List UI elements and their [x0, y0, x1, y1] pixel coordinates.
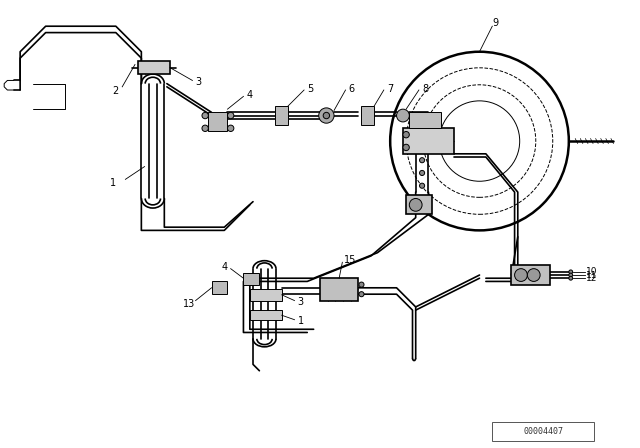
Circle shape [227, 112, 234, 119]
Circle shape [397, 109, 410, 122]
Circle shape [202, 125, 209, 131]
Text: 2: 2 [113, 86, 119, 96]
Bar [250, 310, 282, 320]
Circle shape [359, 282, 364, 287]
Text: 3: 3 [298, 297, 304, 307]
Circle shape [319, 108, 334, 123]
Circle shape [410, 198, 422, 211]
Text: 13: 13 [183, 299, 195, 309]
Circle shape [569, 276, 573, 280]
Text: 15: 15 [344, 255, 356, 265]
Text: 8: 8 [422, 84, 428, 94]
Bar [250, 289, 282, 301]
Bar [275, 106, 288, 125]
Bar [511, 266, 550, 284]
Text: 10: 10 [586, 267, 598, 276]
Text: 9: 9 [492, 18, 499, 28]
Bar [403, 128, 454, 154]
Circle shape [420, 170, 424, 176]
Bar [243, 273, 259, 284]
Circle shape [202, 112, 209, 119]
Circle shape [569, 273, 573, 277]
Text: 3: 3 [196, 78, 202, 87]
Circle shape [569, 270, 573, 274]
Bar [212, 281, 227, 294]
Circle shape [420, 158, 424, 163]
Circle shape [515, 269, 527, 281]
Circle shape [359, 292, 364, 297]
Circle shape [403, 144, 410, 151]
Text: 1: 1 [109, 177, 116, 188]
Text: 7: 7 [387, 84, 393, 94]
Bar [362, 106, 374, 125]
Text: 11: 11 [586, 271, 598, 280]
Bar [209, 112, 227, 131]
Bar [138, 61, 170, 74]
Text: 00004407: 00004407 [524, 427, 563, 436]
Bar [492, 422, 595, 441]
Circle shape [420, 183, 424, 188]
Circle shape [227, 125, 234, 131]
Circle shape [527, 269, 540, 281]
Circle shape [323, 112, 330, 119]
Text: 1: 1 [298, 316, 304, 326]
Text: 6: 6 [349, 84, 355, 94]
Circle shape [403, 131, 410, 138]
Bar [410, 112, 441, 128]
Text: 12: 12 [586, 274, 597, 283]
Bar [406, 195, 431, 215]
Text: 5: 5 [307, 84, 314, 94]
Text: 4: 4 [221, 262, 227, 272]
Bar [320, 278, 358, 301]
Text: 4: 4 [246, 90, 253, 100]
